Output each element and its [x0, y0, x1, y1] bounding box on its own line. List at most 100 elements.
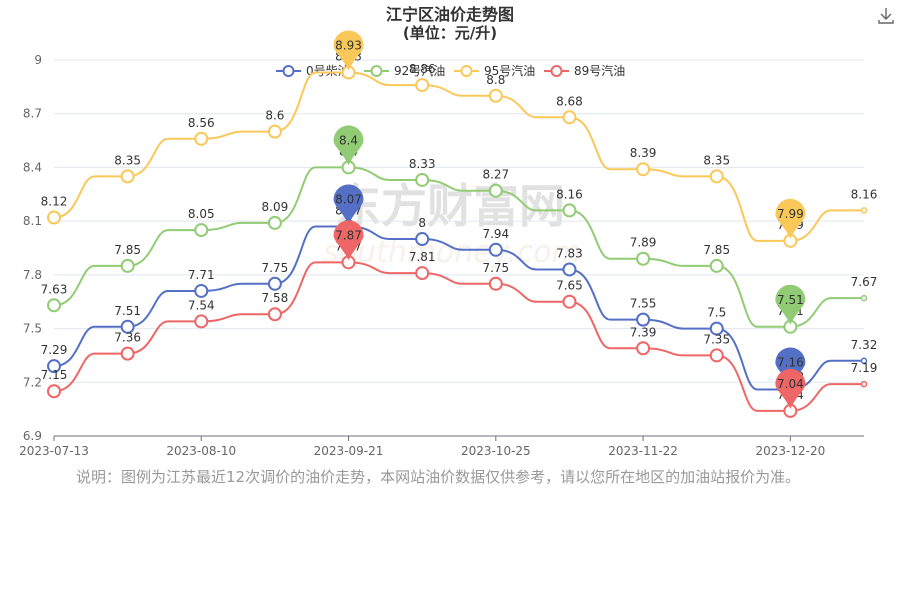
data-label: 7.29	[41, 343, 68, 357]
data-point[interactable]	[860, 357, 868, 365]
data-label: 7.85	[703, 243, 730, 257]
pin-marker: 7.04	[775, 368, 806, 409]
data-point[interactable]	[267, 276, 282, 291]
legend[interactable]: 0号柴油 92号汽油 95号汽油 89号汽油	[276, 63, 625, 78]
y-tick-label: 7.2	[23, 375, 42, 389]
data-point[interactable]	[636, 341, 651, 356]
data-label: 7.19	[851, 361, 878, 375]
pin-label: 7.99	[777, 207, 804, 221]
legend-marker	[460, 65, 473, 77]
legend-item[interactable]: 89号汽油	[544, 63, 625, 78]
data-point[interactable]	[120, 319, 135, 334]
data-label: 7.71	[188, 268, 215, 282]
series-line	[53, 71, 864, 242]
pin-label: 7.16	[777, 355, 804, 369]
data-point[interactable]	[415, 78, 430, 93]
data-label: 8.12	[41, 195, 68, 209]
legend-item[interactable]: 0号柴油	[276, 64, 350, 78]
data-point[interactable]	[194, 314, 209, 329]
chart-title: 江宁区油价走势图	[386, 5, 514, 24]
data-point[interactable]	[267, 215, 282, 230]
data-point[interactable]	[415, 266, 430, 281]
data-point[interactable]	[636, 162, 651, 177]
data-point[interactable]	[120, 258, 135, 273]
data-point[interactable]	[488, 88, 503, 103]
data-point[interactable]	[120, 346, 135, 361]
legend-marker	[282, 65, 295, 77]
data-point[interactable]	[860, 380, 868, 388]
data-label: 7.94	[482, 227, 509, 241]
legend-label: 89号汽油	[574, 63, 625, 78]
data-label: 7.32	[851, 338, 878, 352]
data-point[interactable]	[562, 262, 577, 277]
pin-shape	[333, 184, 364, 225]
x-tick-label: 2023-12-20	[755, 444, 825, 458]
data-label: 8.05	[188, 207, 215, 221]
pin-label: 7.51	[777, 293, 804, 307]
data-point[interactable]	[562, 294, 577, 309]
data-point[interactable]	[709, 348, 724, 363]
series-line	[53, 261, 864, 412]
pin-shape	[775, 368, 806, 409]
pin-label: 7.04	[777, 377, 804, 391]
legend-item[interactable]: 95号汽油	[454, 63, 535, 78]
chart-note: 说明：图例为江苏最近12次调价的油价走势，本网站油价数据仅供参考，请以您所在地区…	[76, 468, 801, 486]
data-point[interactable]	[636, 251, 651, 266]
data-label: 8.09	[262, 200, 289, 214]
axes: 6.9 7.2 7.5 7.8 8.1 8.4 8.7 9 2023-07-13 2023-08-…	[19, 53, 864, 458]
data-point[interactable]	[47, 359, 61, 374]
data-label: 7.54	[188, 298, 215, 312]
data-point[interactable]	[267, 124, 282, 139]
pin-marker: 8.93	[333, 30, 364, 71]
x-tick-label: 2023-09-21	[314, 444, 384, 458]
data-point[interactable]	[488, 242, 503, 257]
y-tick-label: 8.7	[23, 107, 42, 121]
pin-label: 8.4	[339, 133, 358, 147]
pin-label: 7.87	[335, 228, 362, 242]
data-point[interactable]	[120, 169, 135, 184]
x-tick-label: 2023-07-13	[19, 444, 89, 458]
data-label: 7.58	[262, 291, 289, 305]
y-tick-label: 6.9	[23, 429, 42, 443]
data-point[interactable]	[562, 203, 577, 218]
data-label: 8.39	[630, 146, 657, 160]
data-point[interactable]	[709, 169, 724, 184]
data-label: 7.55	[630, 297, 657, 311]
data-point[interactable]	[709, 258, 724, 273]
data-label: 7.39	[630, 325, 657, 339]
data-point[interactable]	[194, 131, 209, 146]
pin-marker: 8.4	[333, 125, 364, 166]
pin-shape	[333, 30, 364, 71]
data-point[interactable]	[709, 321, 724, 336]
data-label: 7.51	[114, 304, 141, 318]
data-point[interactable]	[415, 232, 430, 247]
data-point[interactable]	[415, 172, 430, 187]
data-point[interactable]	[47, 384, 61, 399]
y-tick-label: 8.1	[23, 214, 42, 228]
data-point[interactable]	[636, 312, 651, 327]
data-label: 8.86	[409, 62, 436, 76]
data-label: 8.6	[265, 109, 284, 123]
data-point[interactable]	[488, 183, 503, 198]
pin-marker: 7.16	[775, 347, 806, 388]
y-tick-label: 7.5	[23, 322, 42, 336]
data-point[interactable]	[47, 210, 61, 225]
data-point[interactable]	[488, 276, 503, 291]
data-point[interactable]	[562, 110, 577, 125]
data-point[interactable]	[860, 207, 868, 214]
data-label: 8.35	[114, 153, 141, 167]
data-point[interactable]	[194, 223, 209, 238]
data-point[interactable]	[194, 283, 209, 298]
legend-item[interactable]: 92号汽油	[364, 63, 445, 78]
y-tick-label: 7.8	[23, 268, 42, 282]
data-label: 7.75	[262, 261, 289, 275]
data-point[interactable]	[267, 307, 282, 322]
data-point[interactable]	[47, 298, 61, 313]
pin-shape	[333, 125, 364, 166]
y-tick-label: 9	[34, 53, 42, 67]
x-tick-label: 2023-08-10	[166, 444, 236, 458]
legend-label: 92号汽油	[394, 63, 445, 78]
data-point[interactable]	[860, 294, 868, 302]
download-icon[interactable]	[876, 6, 896, 26]
data-label: 7.36	[114, 331, 141, 345]
